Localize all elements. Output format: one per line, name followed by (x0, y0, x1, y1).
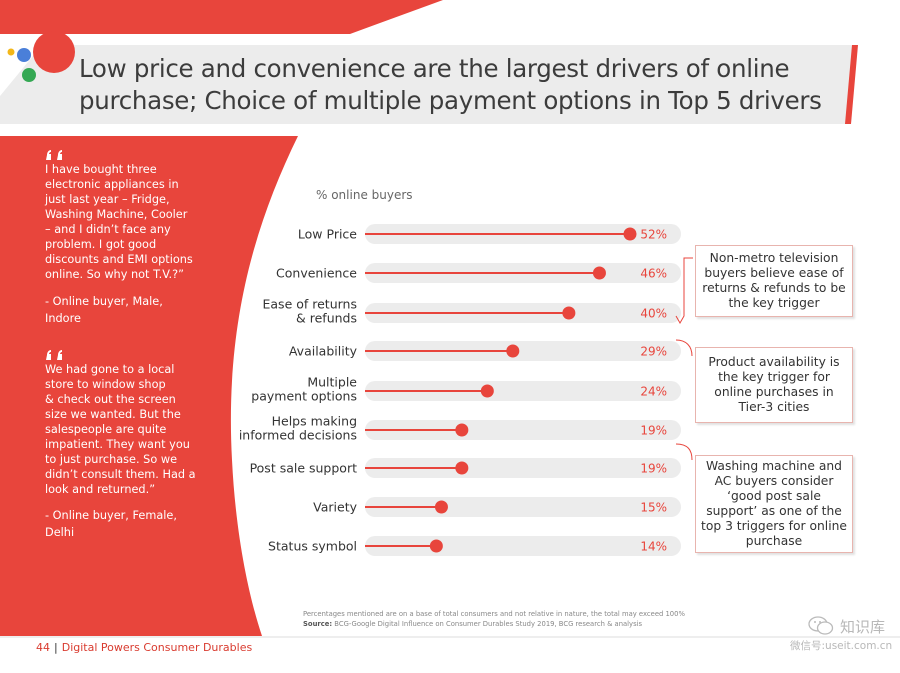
footnote-source: Source: BCG-Google Digital Influence on … (303, 619, 783, 629)
title-banner-right-slash (845, 45, 858, 124)
source-text: BCG-Google Digital Influence on Consumer… (334, 620, 643, 628)
quote-line: salespeople are quite (45, 423, 167, 436)
category-label: informed decisions (239, 428, 357, 443)
category-label: Post sale support (250, 461, 358, 476)
value-label: 14% (640, 540, 667, 554)
bar-point (429, 539, 443, 553)
callout-post-sale-support: Washing machine and AC buyers consider ‘… (695, 455, 853, 553)
quote-line: to just purchase. So we (45, 453, 178, 466)
category-label: & refunds (296, 311, 357, 326)
category-label: Availability (289, 344, 358, 359)
logo-yellow-dot (7, 48, 15, 56)
bar-point (623, 227, 637, 241)
bar-point (455, 461, 469, 475)
category-label: Ease of returns (263, 297, 358, 312)
page-title: Low price and convenience are the larges… (79, 54, 822, 115)
value-label: 29% (640, 345, 667, 359)
quote-line: discounts and EMI options (45, 253, 193, 266)
bar-point (506, 344, 520, 358)
quote-line: impatient. They want you (45, 438, 190, 451)
callout-ease-of-returns: Non-metro television buyers believe ease… (695, 245, 853, 317)
bar-point (592, 266, 606, 280)
top-red-band (0, 0, 443, 34)
bar-point (480, 384, 494, 398)
footnote: Percentages mentioned are on a base of t… (303, 609, 783, 629)
watermark-brand: 知识库 (840, 618, 886, 636)
value-label: 15% (640, 501, 667, 515)
bar-point (455, 423, 469, 437)
quote-line: & check out the screen (45, 393, 176, 406)
logo-blue-dot (17, 48, 31, 62)
category-label: Multiple (307, 375, 357, 390)
value-label: 24% (640, 385, 667, 399)
chart-y-title: % online buyers (316, 188, 413, 202)
bar-track (365, 341, 681, 361)
quote-line: just last year – Fridge, (45, 193, 170, 206)
footnote-note: Percentages mentioned are on a base of t… (303, 610, 685, 618)
quote-author-line: Delhi (45, 526, 75, 539)
callout-3-connector (675, 443, 693, 461)
category-label: Convenience (276, 266, 357, 281)
quote-line: size we wanted. But the (45, 408, 181, 421)
page-number: 44 (36, 641, 50, 654)
value-label: 46% (640, 267, 667, 281)
callout-1-connector (675, 257, 693, 325)
value-label: 52% (640, 228, 667, 242)
quote-2-author: - Online buyer, Female, Delhi (45, 507, 205, 541)
logo-green-dot (22, 68, 36, 82)
quote-line: We had gone to a local (45, 363, 175, 376)
quote-line: problem. I got good (45, 238, 157, 251)
watermark-site: 微信号:useit.com.cn (790, 640, 893, 652)
watermark: 知识库 微信号:useit.com.cn (790, 616, 894, 656)
category-label: Variety (313, 500, 357, 515)
footer: 44 | Digital Powers Consumer Durables (36, 641, 252, 654)
quote-2-text: We had gone to a local store to window s… (45, 362, 205, 497)
bar-track (365, 536, 681, 556)
callout-availability: Product availability is the key trigger … (695, 347, 853, 423)
bar-track (365, 381, 681, 401)
quote-1-text: I have bought three electronic appliance… (45, 162, 205, 282)
quote-line: didn’t consult them. Had a (45, 468, 196, 481)
value-label: 19% (640, 462, 667, 476)
footer-separator: | (54, 641, 58, 654)
footer-title: Digital Powers Consumer Durables (61, 641, 253, 654)
value-label: 19% (640, 424, 667, 438)
quote-line: I have bought three (45, 163, 157, 176)
category-label: Status symbol (268, 539, 357, 554)
quote-1-author: - Online buyer, Male, Indore (45, 293, 205, 327)
title-gray-banner (0, 45, 855, 124)
bar-point (434, 500, 448, 514)
quote-icon (46, 350, 62, 360)
quote-line: store to window shop (45, 378, 166, 391)
left-red-panel (0, 136, 298, 636)
quote-author-line: Indore (45, 312, 81, 325)
quote-line: Washing Machine, Cooler (45, 208, 188, 221)
quote-author-line: - Online buyer, Male, (45, 295, 163, 308)
category-label: Helps making (272, 414, 357, 429)
wechat-icon (808, 616, 834, 635)
bar-point (562, 306, 576, 320)
value-label: 40% (640, 307, 667, 321)
quote-line: – and I didn’t face any (45, 223, 171, 236)
quote-line: look and returned.” (45, 483, 156, 496)
quote-line: online. So why not T.V.?” (45, 268, 184, 281)
category-label: Low Price (298, 227, 357, 242)
bar-track (365, 420, 681, 440)
logo-big-red-dot (33, 31, 75, 73)
quote-line: electronic appliances in (45, 178, 179, 191)
source-label: Source: (303, 620, 333, 628)
callout-2-connector (675, 339, 693, 357)
category-label: payment options (251, 389, 357, 404)
quote-icon (46, 150, 62, 160)
quote-author-line: - Online buyer, Female, (45, 509, 177, 522)
bar-track (365, 458, 681, 478)
